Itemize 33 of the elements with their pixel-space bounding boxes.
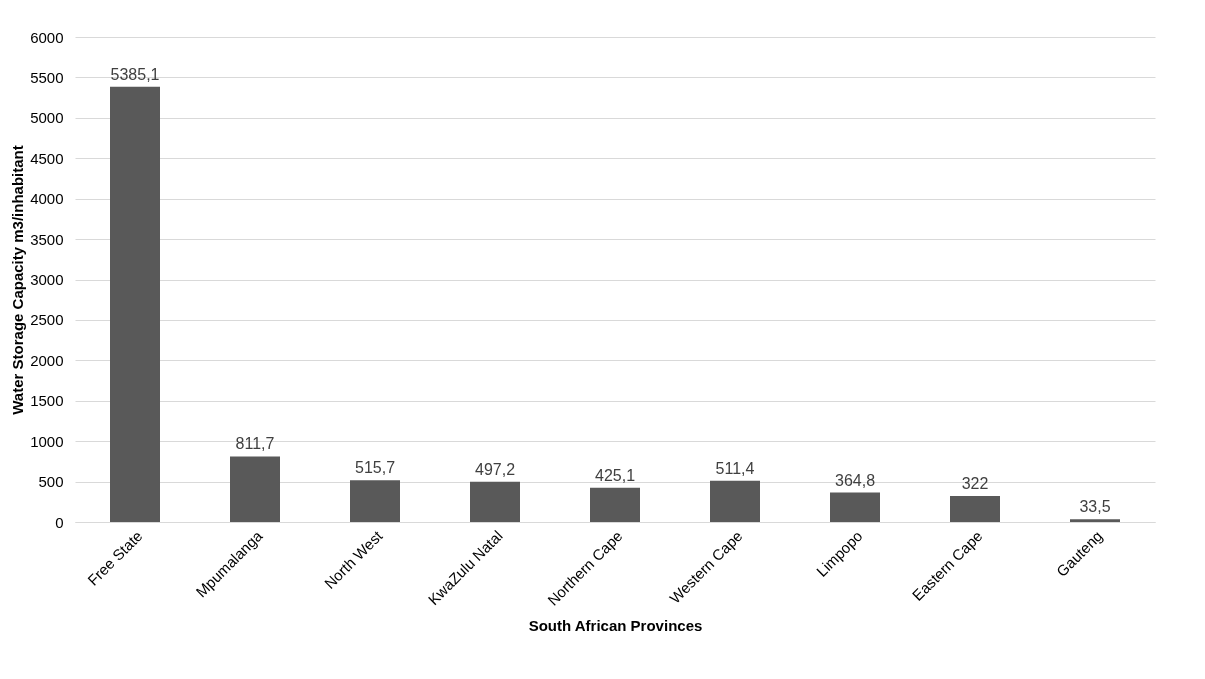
bar [470, 481, 520, 522]
y-tick-label: 5000 [30, 109, 64, 127]
y-tick-label: 3500 [30, 230, 64, 248]
data-label: 322 [961, 474, 989, 492]
y-tick-label: 500 [38, 473, 64, 491]
data-label: 364,8 [834, 471, 876, 489]
data-label: 515,7 [354, 459, 396, 477]
y-tick-label: 1500 [30, 392, 64, 410]
y-tick-label: 0 [55, 513, 64, 531]
data-label: 497,2 [474, 460, 516, 478]
y-tick-label: 1000 [30, 432, 64, 450]
y-tick-label: 5500 [30, 68, 64, 86]
data-label: 511,4 [715, 459, 755, 477]
bar [1070, 519, 1120, 522]
y-tick-label: 3000 [30, 271, 64, 288]
bar [710, 480, 760, 522]
data-label: 811,7 [235, 435, 275, 453]
bar [950, 495, 1000, 522]
y-axis-title: Water Storage Capacity m3/inhabitant [9, 145, 27, 415]
x-axis-title: South African Provinces [528, 616, 703, 634]
y-tick-label: 4000 [30, 190, 64, 208]
y-tick-label: 6000 [30, 28, 64, 46]
bar [350, 480, 400, 522]
y-tick-label: 2000 [30, 351, 64, 369]
y-tick-label: 4500 [30, 149, 64, 167]
data-label: 33,5 [1079, 498, 1111, 516]
bar [230, 456, 280, 522]
bar [110, 86, 160, 522]
y-tick-label: 2500 [30, 311, 64, 329]
data-label: 425,1 [594, 466, 636, 484]
bar [830, 492, 880, 522]
data-label: 5385,1 [110, 65, 160, 83]
bar [590, 487, 640, 522]
